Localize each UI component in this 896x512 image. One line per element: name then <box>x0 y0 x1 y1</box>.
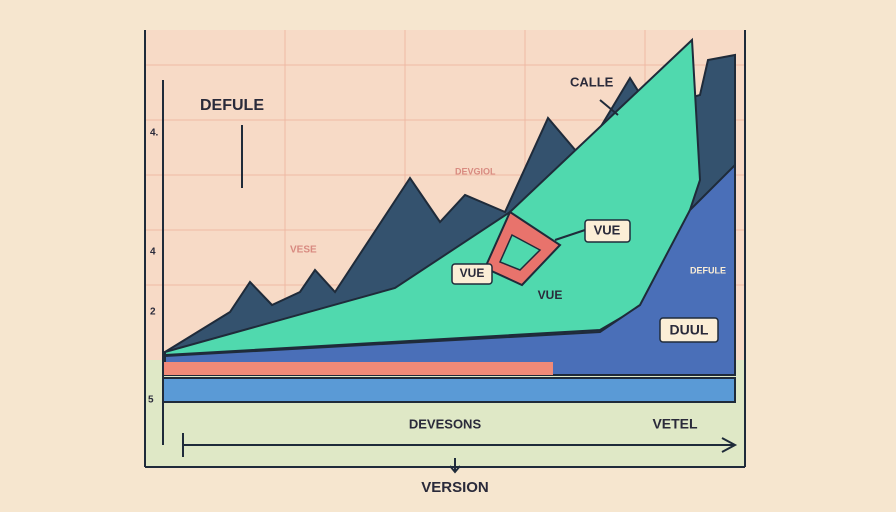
x-label: VETEL <box>652 416 698 432</box>
salmon-strip <box>163 362 553 375</box>
lower-band <box>145 360 745 467</box>
frame <box>144 30 746 474</box>
faint-label: VESE <box>290 245 317 256</box>
label-box <box>451 263 493 285</box>
vue-label: VUE <box>460 266 485 280</box>
side-box-label: DUUL <box>670 322 709 338</box>
faint-label: DEVGIOL <box>455 166 496 176</box>
x-label: DEVESONS <box>409 416 482 431</box>
vue-label: VUE <box>594 222 621 237</box>
vue-label: VUE <box>538 288 563 302</box>
teal-area <box>164 37 702 357</box>
y-tick-label: 4 <box>150 247 156 258</box>
y-tick-label: 5 <box>148 395 154 406</box>
y-tick-label: 2 <box>150 307 156 318</box>
blue-bar <box>162 377 736 403</box>
side-label: DEFULE <box>690 265 726 275</box>
label-box <box>584 219 631 243</box>
diamond-inner <box>498 233 542 271</box>
title-label: DEFULE <box>200 97 264 114</box>
y-tick-label: 4. <box>150 128 159 139</box>
label-box <box>659 317 719 343</box>
y-axis: 4. 4 2 5 <box>148 128 159 406</box>
x-axis-title: VERSION <box>421 479 489 496</box>
callout-label: CALLE <box>570 74 614 89</box>
